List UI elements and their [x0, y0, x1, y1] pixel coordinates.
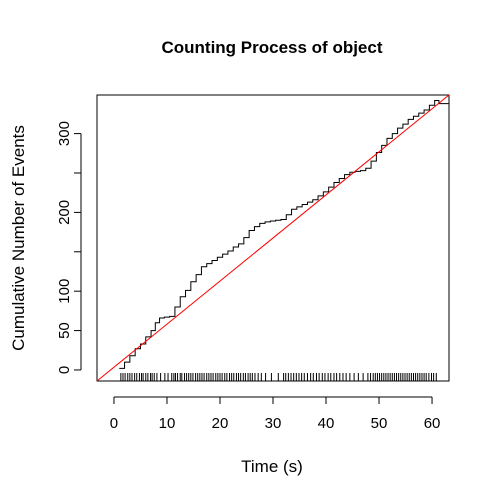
y-axis-label: Cumulative Number of Events: [9, 125, 28, 351]
x-tick-label: 50: [371, 415, 388, 432]
y-tick-label: 200: [56, 200, 73, 225]
y-tick-label: 0: [56, 366, 73, 374]
y-tick-label: 300: [56, 121, 73, 146]
x-tick-label: 40: [318, 415, 335, 432]
axes: 0 10 20 30 40 50 60 0 50 100 200 300: [56, 94, 450, 432]
chart-title: Counting Process of object: [161, 38, 382, 57]
x-tick-label: 60: [424, 415, 441, 432]
reference-line: [96, 94, 450, 382]
x-tick-label: 10: [159, 415, 176, 432]
rug-marks: [120, 373, 437, 381]
x-tick-label: 30: [265, 415, 282, 432]
series-layer: [96, 94, 450, 382]
step-series-line: [119, 100, 449, 369]
y-tick-label: 100: [56, 279, 73, 304]
y-tick-label: 50: [56, 322, 73, 339]
x-tick-label: 0: [110, 415, 118, 432]
x-axis-label: Time (s): [241, 457, 303, 476]
x-tick-label: 20: [212, 415, 229, 432]
plot-frame: [96, 94, 450, 382]
